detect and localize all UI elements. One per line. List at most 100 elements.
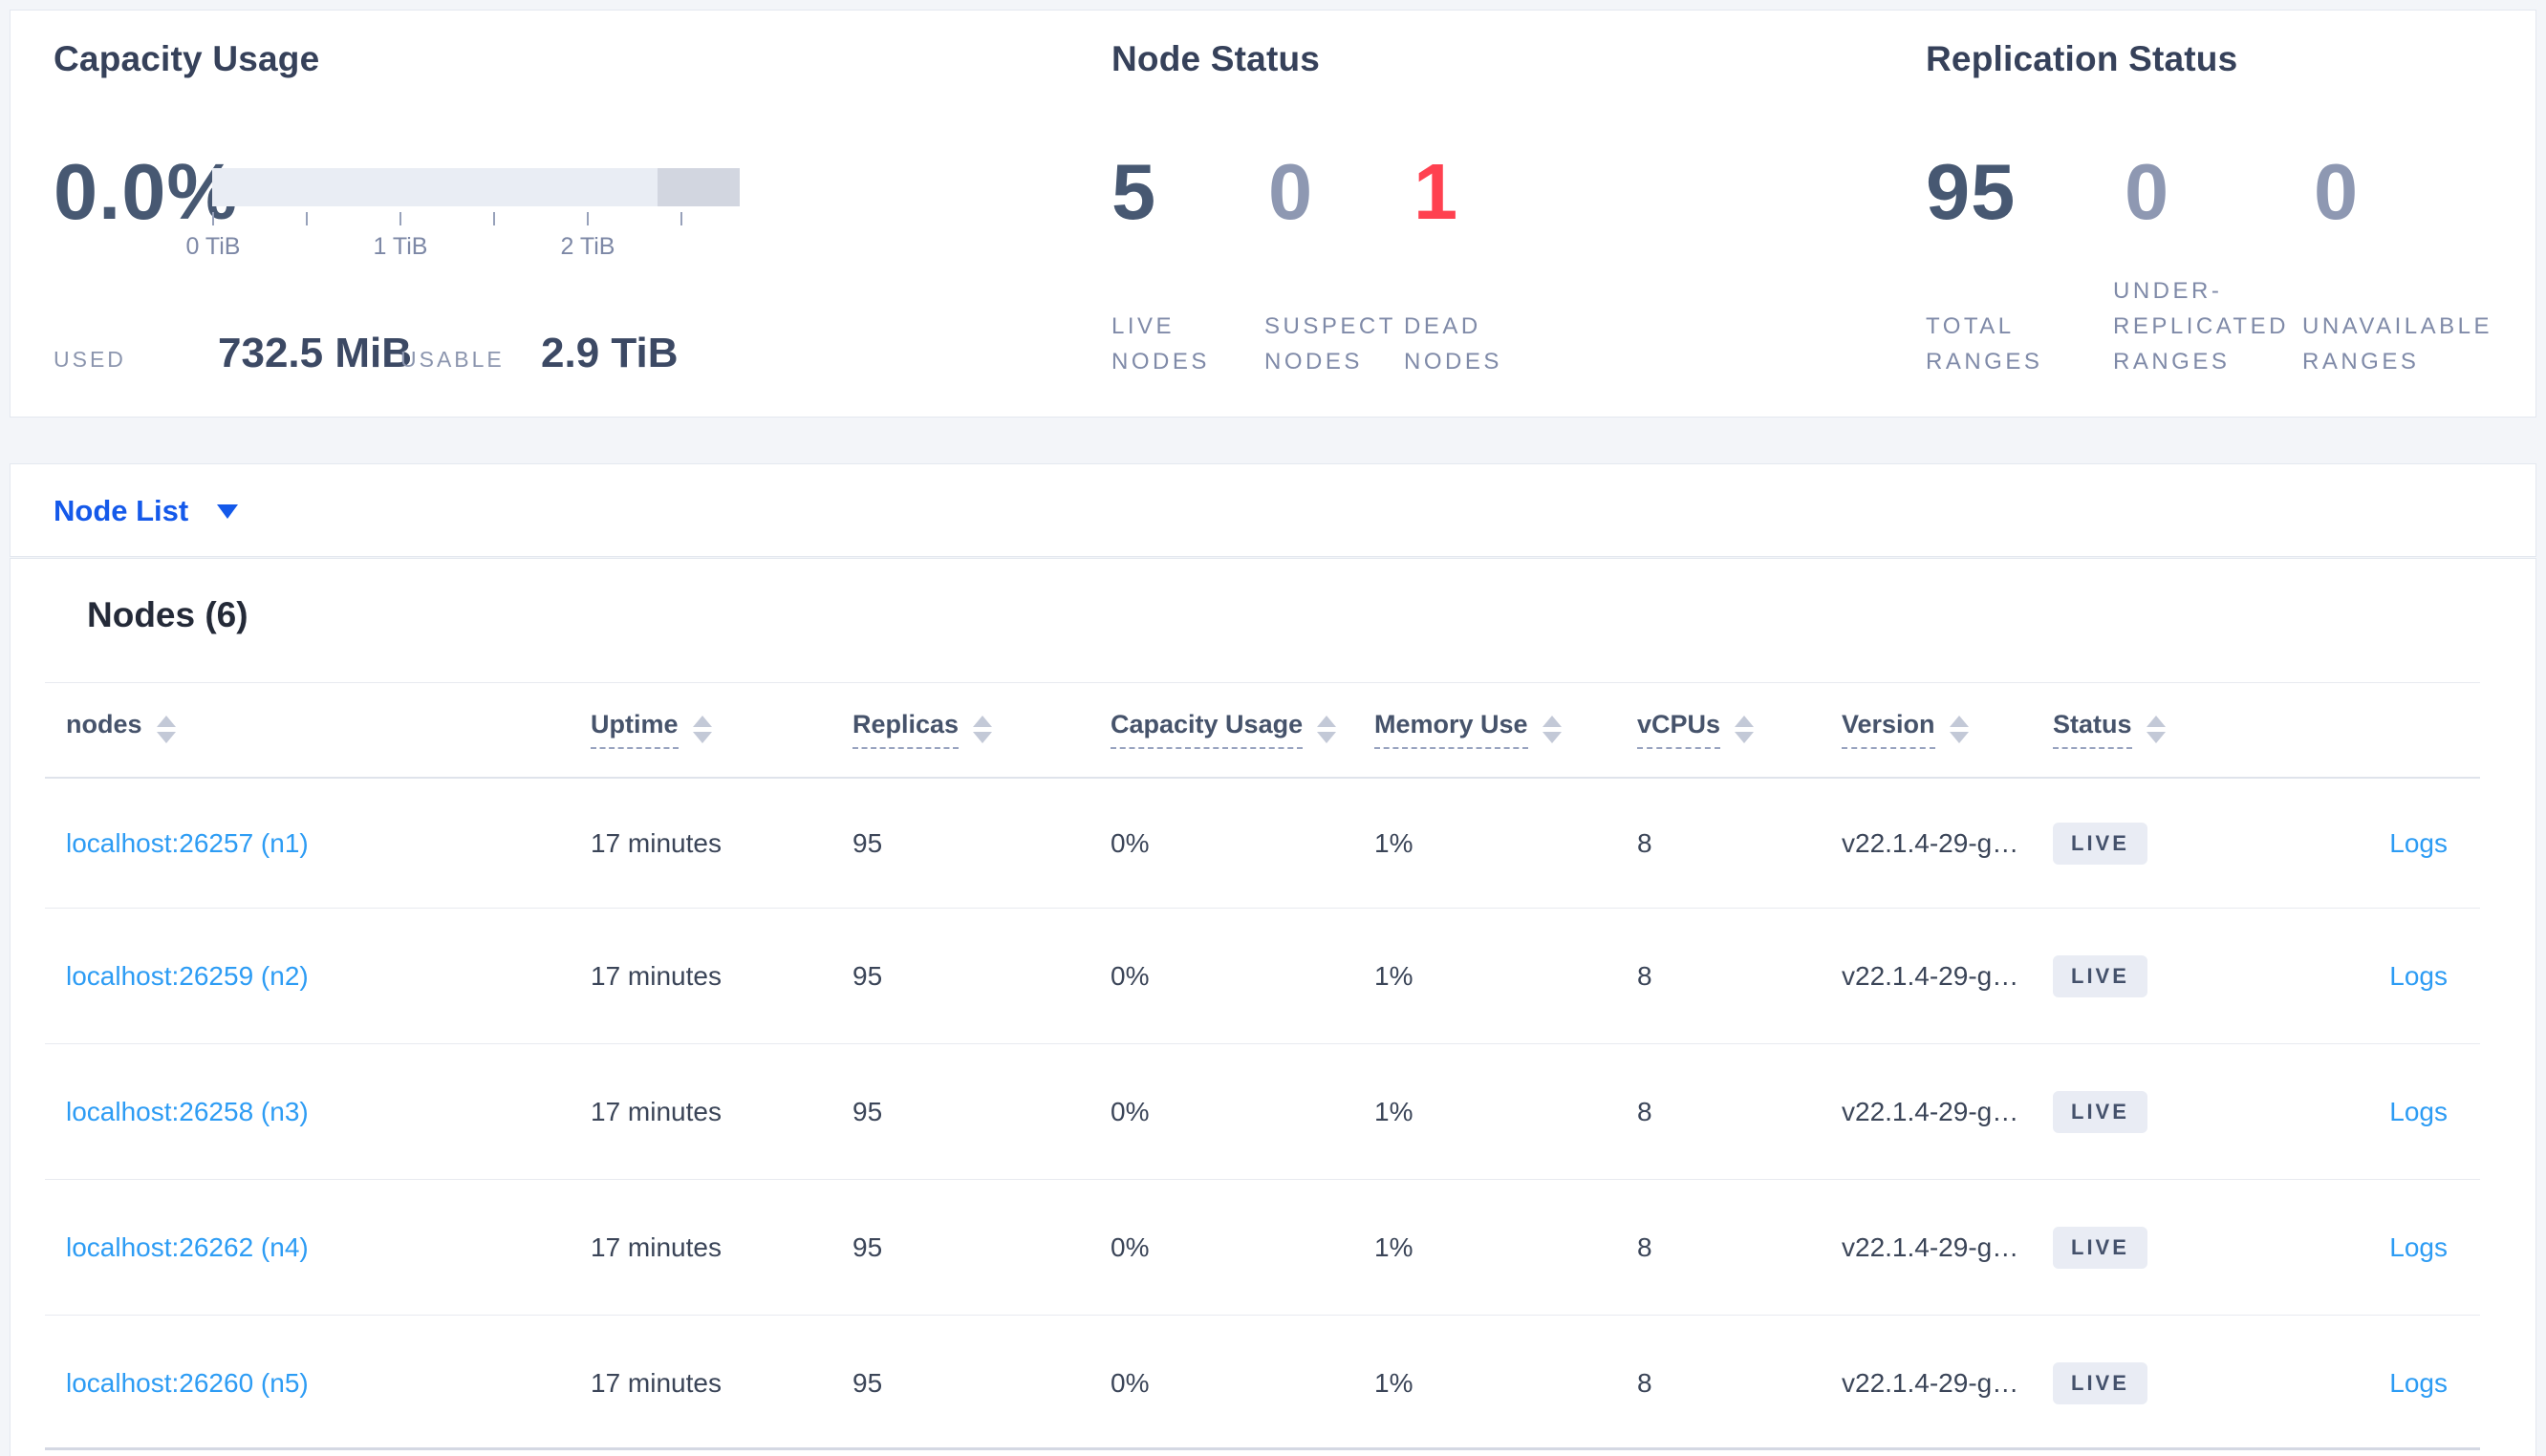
column-header-version[interactable]: Version [1842,710,1969,749]
total-ranges-count: 95 [1926,147,2017,236]
vcpus-cell: 8 [1637,1367,1652,1398]
live-badge: LIVE [2053,1361,2147,1404]
suspect-nodes-count: 0 [1268,147,1314,236]
under-replicated-label: UNDER- REPLICATED RANGES [2113,278,2289,375]
column-header-vcpus[interactable]: vCPUs [1637,710,1755,749]
sort-icon[interactable] [973,716,993,743]
table-row: localhost:26260 (n5) 17 minutes 95 0% 1%… [11,1316,2535,1450]
live-badge: LIVE [2053,1227,2147,1269]
sort-icon[interactable] [1735,716,1755,743]
replication-status-title: Replication Status [1926,39,2238,78]
axis-tick [306,212,308,225]
sort-icon[interactable] [156,716,176,743]
node-status-title: Node Status [1111,39,1321,78]
sort-icon[interactable] [1317,716,1337,743]
version-cell: v22.1.4-29-g… [1842,828,2019,858]
node-link[interactable]: localhost:26258 (n3) [66,1097,309,1126]
column-header-uptime[interactable]: Uptime [591,710,712,749]
axis-tick-label: 2 TiB [560,233,615,260]
replicas-cell: 95 [852,1097,883,1126]
divider [45,1447,2480,1450]
column-header-label: Capacity Usage [1111,710,1304,749]
sort-icon[interactable] [1949,716,1969,743]
view-selector-card: Node List [10,463,2536,557]
dead-nodes-label: DEAD NODES [1404,313,1502,375]
divider [45,1179,2480,1180]
column-header-label: Status [2053,710,2132,749]
axis-tick [212,212,214,225]
uptime-cell: 17 minutes [591,1232,722,1262]
node-link[interactable]: localhost:26260 (n5) [66,1367,309,1398]
column-header-label: Memory Use [1374,710,1528,749]
divider [45,908,2480,909]
vcpus-cell: 8 [1637,1097,1652,1126]
memory-cell: 1% [1374,1367,1413,1398]
total-ranges-label: TOTAL RANGES [1926,313,2043,375]
logs-link[interactable]: Logs [2389,1232,2448,1262]
table-row: localhost:26258 (n3) 17 minutes 95 0% 1%… [11,1044,2535,1180]
axis-tick-label: 1 TiB [373,233,428,260]
column-header-capacity-usage[interactable]: Capacity Usage [1111,710,1337,749]
column-header-label: Replicas [852,710,960,749]
logs-link[interactable]: Logs [2389,1367,2448,1398]
logs-link[interactable]: Logs [2389,1097,2448,1126]
column-header-replicas[interactable]: Replicas [852,710,993,749]
divider [45,777,2480,779]
replicas-cell: 95 [852,828,883,858]
nodes-table-card: Nodes (6) nodes Uptime Replicas Capacity… [10,558,2536,1456]
node-link[interactable]: localhost:26257 (n1) [66,828,309,858]
memory-cell: 1% [1374,961,1413,991]
vcpus-cell: 8 [1637,1232,1652,1262]
chevron-down-icon [217,503,239,519]
version-cell: v22.1.4-29-g… [1842,1097,2019,1126]
status-badge: LIVE [2053,1361,2147,1404]
table-row: localhost:26259 (n2) 17 minutes 95 0% 1%… [11,909,2535,1044]
dead-nodes-count: 1 [1413,147,1459,236]
capacity-cell: 0% [1111,1097,1150,1126]
sort-icon[interactable] [2146,716,2166,743]
axis-tick-label: 0 TiB [185,233,241,260]
sort-icon[interactable] [1542,716,1562,743]
node-link[interactable]: localhost:26262 (n4) [66,1232,309,1262]
divider [45,1043,2480,1044]
node-link[interactable]: localhost:26259 (n2) [66,961,309,991]
node-list-dropdown[interactable]: Node List [54,464,239,558]
status-badge: LIVE [2053,1227,2147,1269]
replicas-cell: 95 [852,1367,883,1398]
status-badge: LIVE [2053,955,2147,997]
logs-link[interactable]: Logs [2389,961,2448,991]
live-nodes-label: LIVE NODES [1111,313,1210,375]
memory-cell: 1% [1374,1232,1413,1262]
column-header-nodes[interactable]: nodes [66,710,176,747]
uptime-cell: 17 minutes [591,828,722,858]
sort-icon[interactable] [692,716,712,743]
usable-value: 2.9 TiB [541,330,679,376]
vcpus-cell: 8 [1637,961,1652,991]
column-header-status[interactable]: Status [2053,710,2166,749]
column-header-label: Uptime [591,710,679,749]
node-list-dropdown-label: Node List [54,494,189,527]
divider [45,682,2480,683]
version-cell: v22.1.4-29-g… [1842,961,2019,991]
divider [45,1315,2480,1316]
status-badge: LIVE [2053,823,2147,865]
capacity-used-percent: 0.0% [54,147,239,236]
axis-tick [399,212,401,225]
column-header-memory-use[interactable]: Memory Use [1374,710,1562,749]
under-replicated-count: 0 [2125,147,2170,236]
live-badge: LIVE [2053,955,2147,997]
live-nodes-count: 5 [1111,147,1157,236]
axis-tick [493,212,495,225]
axis-tick [680,212,682,225]
capacity-bar-dark-segment [658,168,740,206]
usable-label: USABLE [400,347,505,372]
column-header-label: nodes [66,710,142,739]
version-cell: v22.1.4-29-g… [1842,1232,2019,1262]
capacity-usage-bar [212,168,740,206]
unavailable-label: UNAVAILABLE RANGES [2302,313,2493,375]
live-badge: LIVE [2053,1091,2147,1133]
logs-link[interactable]: Logs [2389,828,2448,858]
capacity-usage-title: Capacity Usage [54,39,320,78]
used-value: 732.5 MiB [218,330,412,376]
capacity-cell: 0% [1111,961,1150,991]
